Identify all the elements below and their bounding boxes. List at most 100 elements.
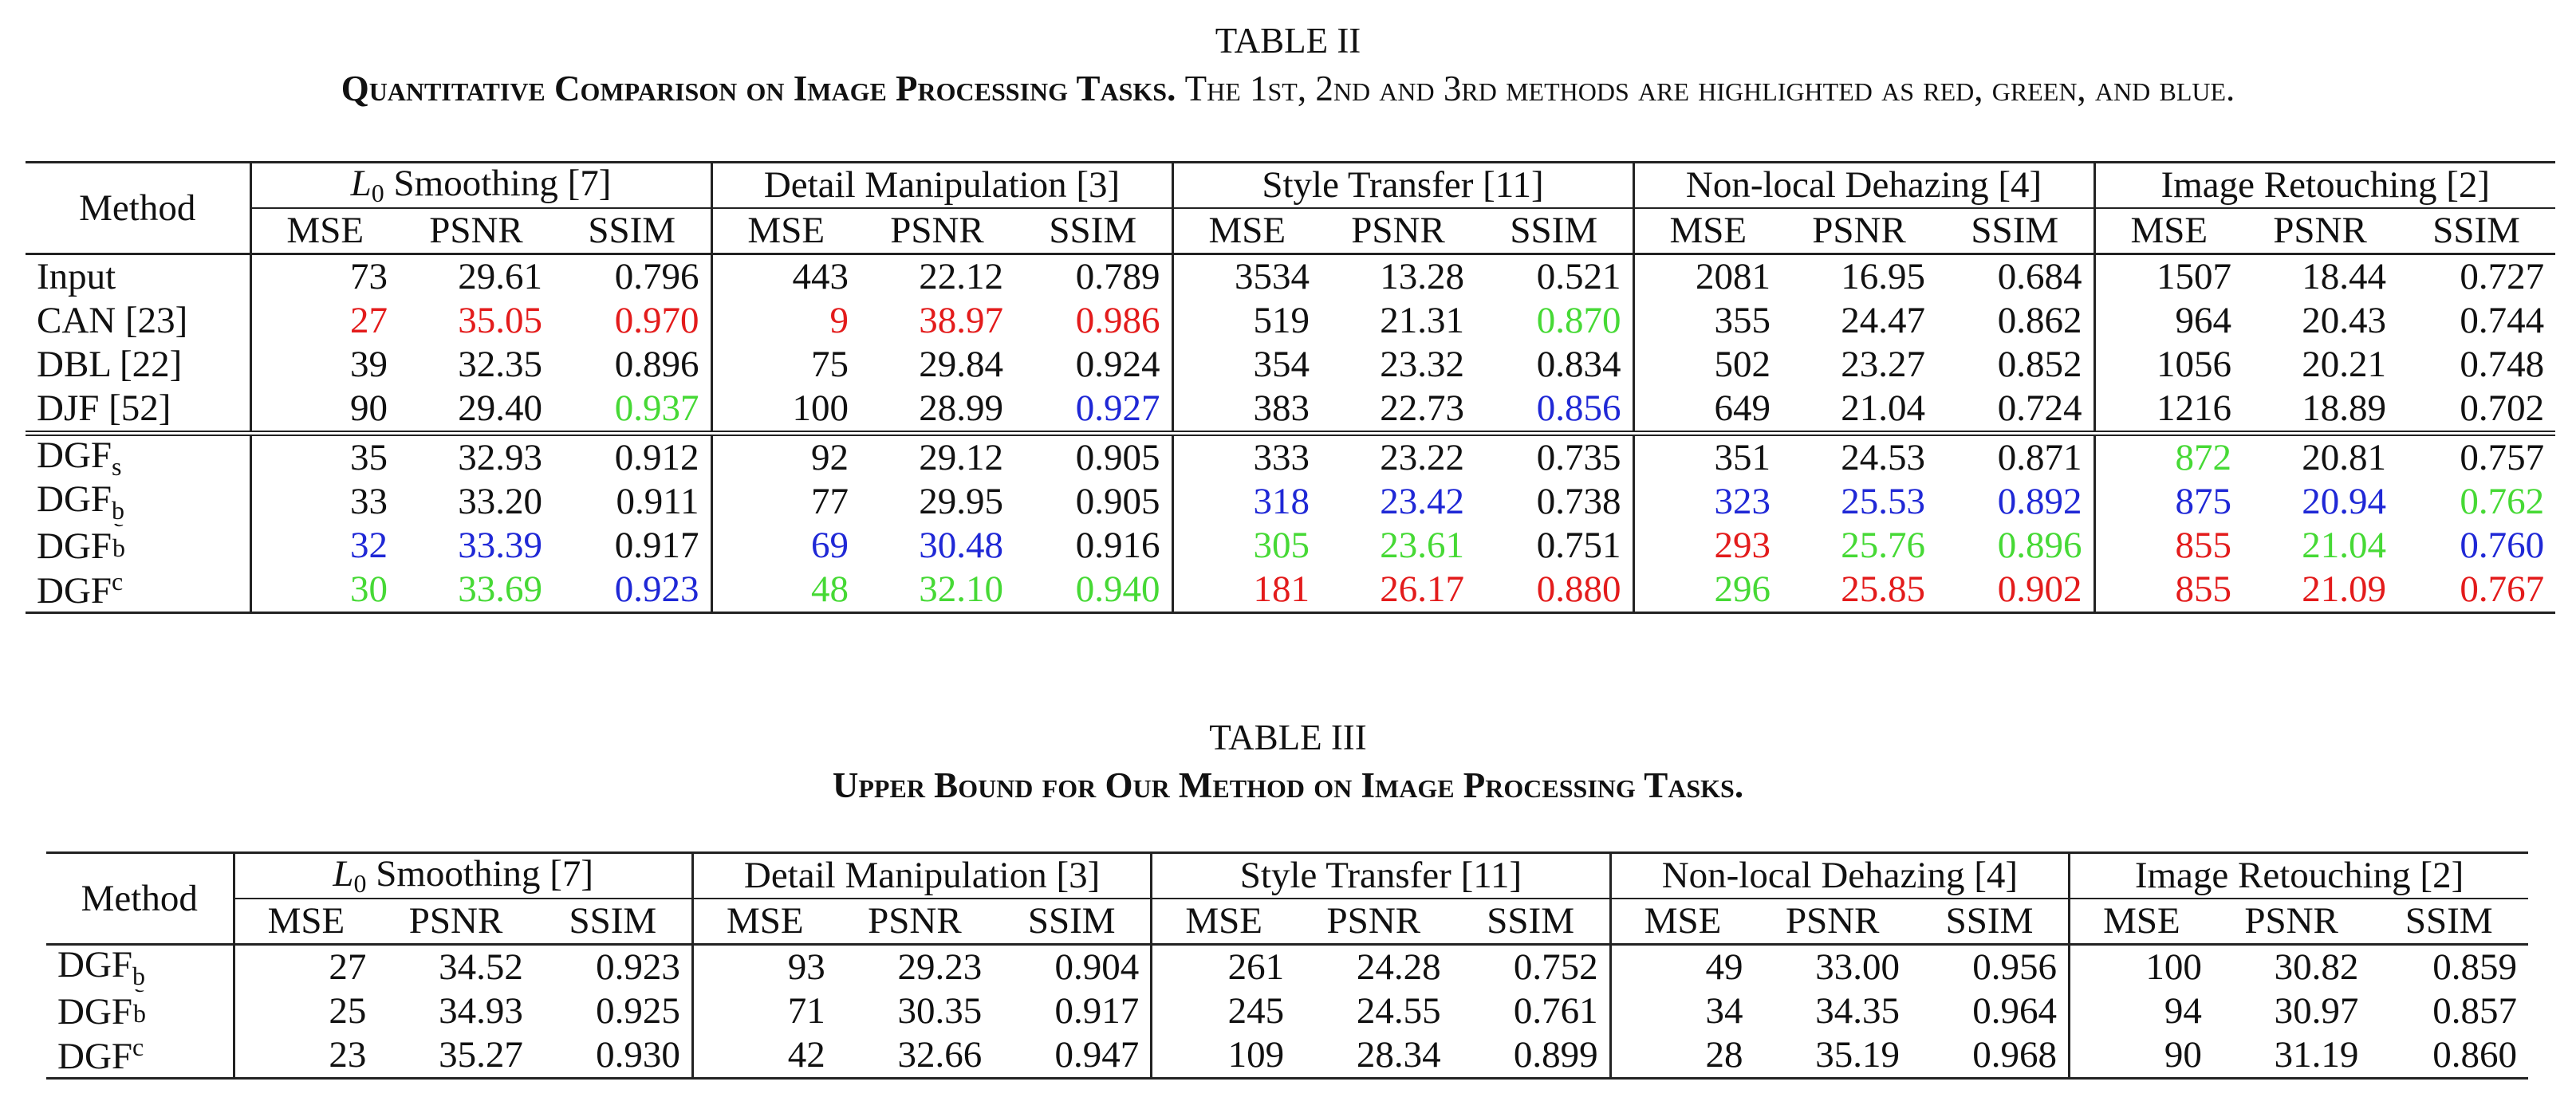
table-cell: 69 — [710, 524, 860, 568]
metric-header: SSIM — [534, 899, 693, 946]
table-cell: 351 — [1632, 431, 1782, 480]
table-cell: 0.905 — [1014, 431, 1173, 480]
table-cell: 0.738 — [1536, 481, 1621, 522]
table-row: DGFcb2534.930.9257130.350.91724524.550.7… — [46, 989, 2528, 1033]
table-cell: 30.35 — [897, 990, 983, 1032]
group-header: L0 Smoothing [7] — [232, 851, 693, 899]
table-cell: 48 — [710, 568, 860, 614]
method-base: Input — [37, 256, 116, 297]
table-row: DGFc 23 35.27 0.930 42 32.66 0.947 109 28.34 0.89… — [46, 1033, 2528, 1080]
table-row: DGFcb3233.390.9176930.480.91630523.610.7… — [26, 524, 2555, 568]
table-cell: 0.871 — [1936, 431, 2095, 480]
table-cell: 33.69 — [399, 568, 553, 614]
method-base: CAN [23] — [37, 300, 188, 341]
table-cell: 29.12 — [860, 431, 1014, 480]
metric-header: MSE — [1632, 208, 1782, 255]
table2: Method L0 Smoothing [7] Detail Manipulatio… — [26, 161, 2556, 614]
table2-title-bold: Quantitative Comparison on Image Process… — [341, 69, 1176, 108]
table-cell: 0.956 — [1972, 946, 2058, 988]
table-cell: 23.27 — [1841, 344, 1926, 385]
table-cell: 100 — [710, 387, 860, 434]
table-cell: 0.912 — [553, 431, 711, 480]
method-superscript: c — [112, 524, 124, 531]
table-cell: 28.34 — [1295, 1033, 1452, 1080]
method-name: DGFc — [46, 1033, 234, 1080]
table-cell: 35 — [249, 431, 399, 480]
table-cell: 443 — [710, 254, 860, 299]
table-cell: 875 — [2093, 480, 2243, 524]
table-cell: 0.762 — [2460, 481, 2545, 522]
table-cell: 75 — [710, 343, 860, 387]
table-cell: 25.85 — [1782, 568, 1937, 614]
table-cell: 296 — [1632, 568, 1782, 614]
table-cell: 28 — [1609, 1033, 1755, 1080]
method-header: Method — [26, 161, 250, 255]
table-cell: 0.860 — [2369, 1033, 2528, 1080]
table-cell: 0.789 — [1075, 256, 1160, 297]
metric-header: SSIM — [1014, 208, 1173, 255]
table-cell: 0.767 — [2397, 568, 2556, 614]
table-cell: 35.19 — [1754, 1033, 1911, 1080]
table-cell: 39 — [249, 343, 399, 387]
table-cell: 0.752 — [1513, 946, 1598, 988]
metric-header: PSNR — [377, 899, 534, 946]
table-cell: 0.924 — [1075, 344, 1160, 385]
method-base: DGF — [57, 944, 133, 985]
metric-header: SSIM — [2397, 208, 2556, 255]
method-base: DGF — [37, 570, 112, 612]
table-cell: 23.61 — [1380, 525, 1465, 566]
table-cell: 2081 — [1632, 254, 1782, 299]
table-cell: 0.748 — [2460, 344, 2545, 385]
table-cell: 18.44 — [2302, 256, 2387, 297]
table-cell: 1216 — [2093, 387, 2243, 434]
method-name: DBL [22] — [26, 343, 250, 387]
table-cell: 93 — [691, 944, 837, 989]
group-header-row: Method L0 Smoothing [7] Detail Manipulatio… — [26, 161, 2556, 255]
table-cell: 27 — [232, 944, 378, 989]
table-cell: 1056 — [2093, 343, 2243, 387]
metric-header: MSE — [1609, 899, 1755, 946]
table-cell: 92 — [710, 431, 860, 480]
metric-header: PSNR — [1321, 208, 1476, 255]
method-name: DGFs — [26, 431, 250, 480]
table-cell: 22.12 — [919, 256, 1003, 297]
table-cell: 872 — [2093, 431, 2243, 480]
table-cell: 31.19 — [2212, 1033, 2370, 1080]
table-cell: 16.95 — [1841, 256, 1926, 297]
table-cell: 30.97 — [2274, 990, 2359, 1032]
table-cell: 333 — [1171, 431, 1321, 480]
table-cell: 25.53 — [1841, 481, 1926, 522]
table-cell: 855 — [2093, 568, 2243, 614]
group-name: Non-local Dehazing [4] — [1661, 855, 2019, 896]
table-cell: 0.917 — [1054, 990, 1140, 1032]
table-cell: 0.986 — [1075, 300, 1160, 341]
table-cell: 261 — [1150, 944, 1296, 989]
table-cell: 18.89 — [2302, 387, 2387, 429]
table-cell: 1507 — [2093, 254, 2243, 299]
group-header: Style Transfer [11] — [1171, 161, 1634, 209]
method-subscript: b — [112, 496, 125, 524]
group-header: Non-local Dehazing [4] — [1632, 161, 2095, 209]
table-cell: 293 — [1632, 524, 1782, 568]
table-cell: 77 — [710, 480, 860, 524]
table-cell: 29.40 — [458, 387, 542, 429]
table-cell: 21.04 — [1841, 387, 1926, 429]
method-base: DJF [52] — [37, 387, 171, 429]
table-cell: 0.859 — [2432, 946, 2517, 988]
method-subscript: b — [112, 534, 126, 562]
table-cell: 0.896 — [1997, 525, 2082, 566]
metric-header: MSE — [1150, 899, 1296, 946]
method-name: DGFb — [46, 945, 234, 990]
table-cell: 0.760 — [2460, 525, 2545, 566]
metric-header: PSNR — [399, 208, 553, 255]
table-row: DGFc 30 33.69 0.923 48 32.10 0.940 181 26.17 0.88… — [26, 568, 2556, 614]
group-prefix: L — [333, 852, 354, 895]
table-cell: 0.702 — [2460, 387, 2545, 429]
table-cell: 0.902 — [1936, 568, 2095, 614]
table-cell: 0.940 — [1014, 568, 1173, 614]
metric-header: SSIM — [993, 899, 1152, 946]
table-cell: 33.39 — [458, 525, 542, 566]
method-superscript: c — [112, 568, 124, 596]
table-cell: 0.970 — [614, 300, 699, 341]
metric-header: SSIM — [553, 208, 711, 255]
